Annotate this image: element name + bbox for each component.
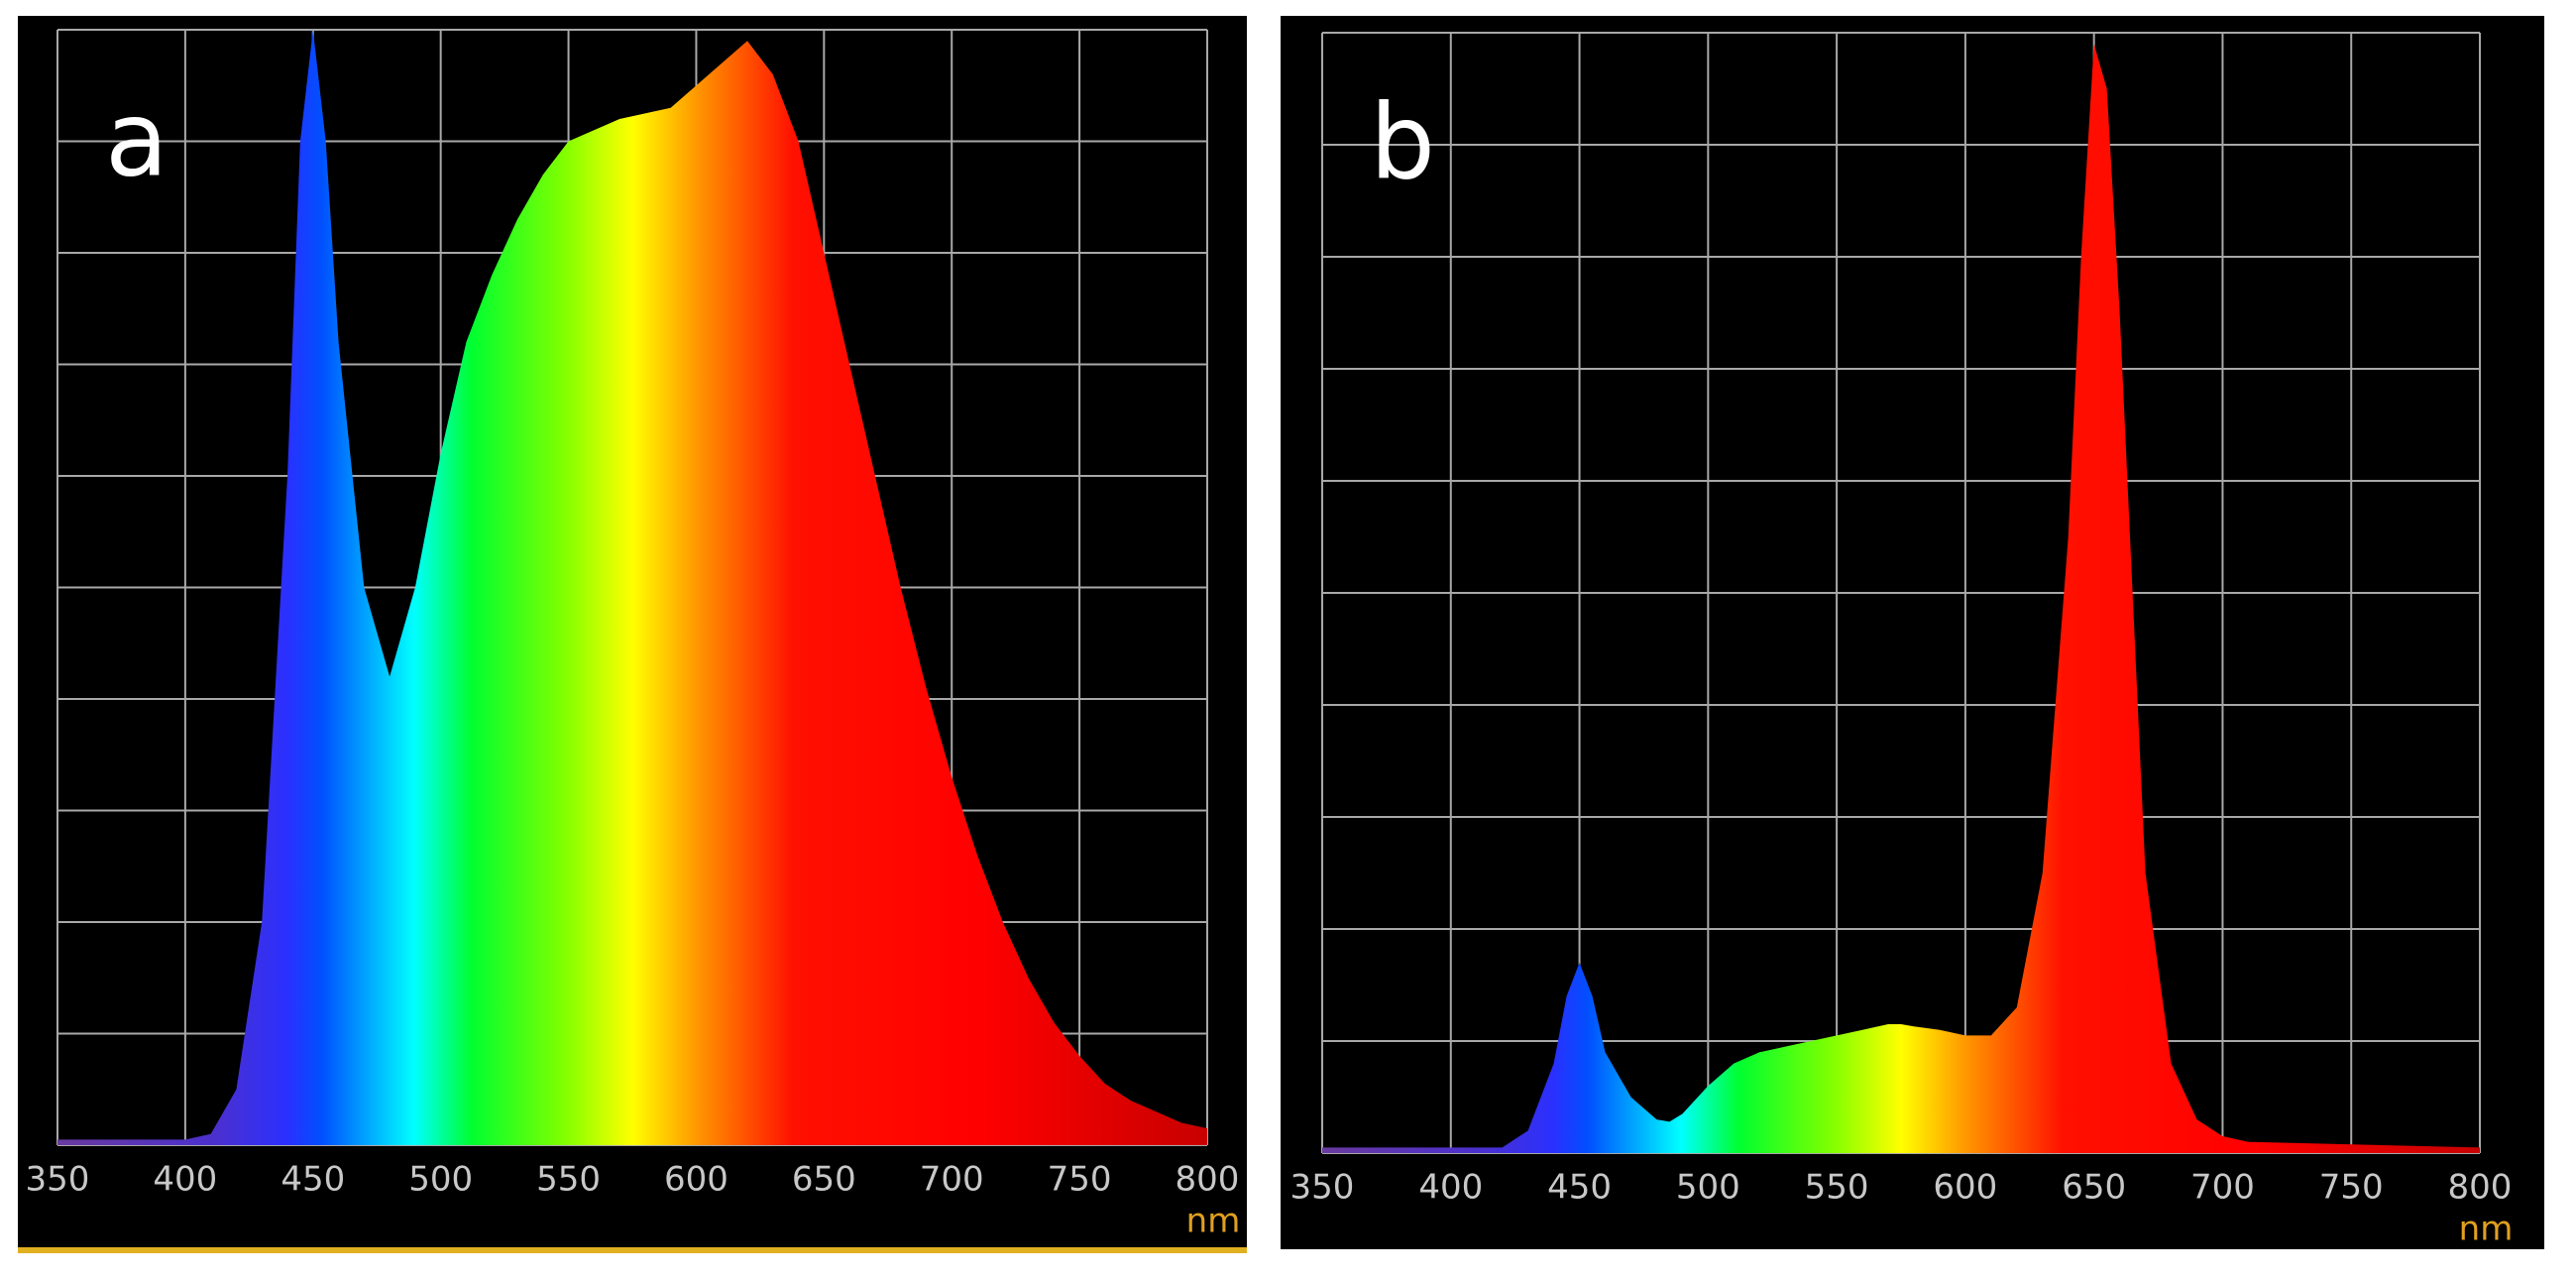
x-axis-unit: nm [2459, 1210, 2514, 1249]
x-tick-label: 400 [1418, 1168, 1483, 1208]
x-tick-label: 550 [536, 1160, 601, 1200]
x-axis-unit: nm [1186, 1202, 1241, 1241]
x-tick-label: 650 [2062, 1168, 2126, 1208]
x-tick-label: 800 [1176, 1160, 1240, 1200]
x-tick-label: 350 [26, 1160, 90, 1200]
x-tick-label: 800 [2448, 1168, 2513, 1208]
panel-label: a [105, 78, 168, 199]
x-tick-label: 750 [2319, 1168, 2384, 1208]
x-tick-label: 450 [280, 1160, 345, 1200]
x-tick-label: 550 [1805, 1168, 1869, 1208]
x-tick-label: 700 [920, 1160, 984, 1200]
x-tick-label: 500 [1676, 1168, 1740, 1208]
x-tick-label: 400 [153, 1160, 217, 1200]
x-tick-label: 450 [1547, 1168, 1612, 1208]
x-tick-label: 600 [1933, 1168, 1997, 1208]
x-tick-label: 600 [664, 1160, 728, 1200]
x-tick-label: 650 [792, 1160, 856, 1200]
spectrum-area [57, 30, 1207, 1145]
panel-underline [18, 1247, 1247, 1253]
x-tick-label: 700 [2190, 1168, 2255, 1208]
panel-label: b [1370, 81, 1435, 202]
x-tick-label: 750 [1048, 1160, 1112, 1200]
x-tick-label: 350 [1290, 1168, 1355, 1208]
x-tick-label: 500 [408, 1160, 473, 1200]
